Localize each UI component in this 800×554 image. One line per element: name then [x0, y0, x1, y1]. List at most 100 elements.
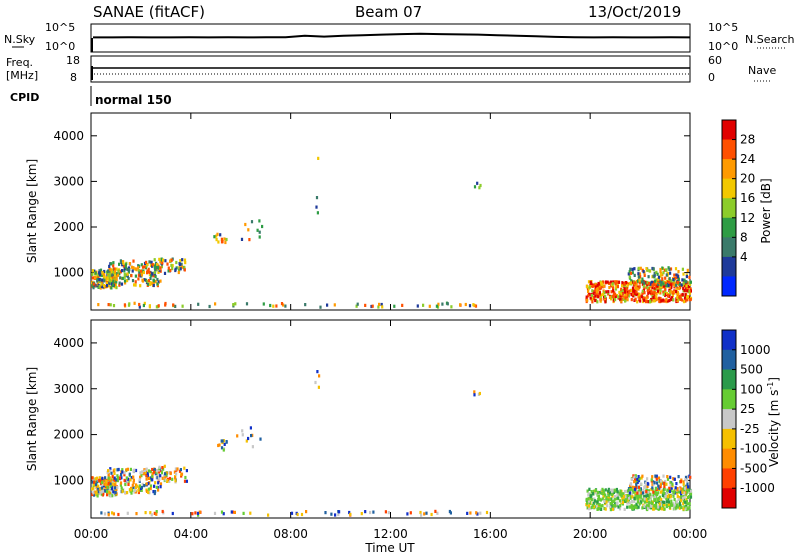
data-cell	[639, 294, 642, 298]
data-cell	[172, 303, 175, 307]
data-cell	[425, 511, 428, 515]
data-cell	[154, 481, 157, 485]
data-cell	[605, 500, 608, 504]
data-cell	[674, 486, 677, 490]
data-cell	[111, 474, 114, 478]
data-cell	[640, 491, 643, 495]
noise-left-label: N.Sky	[4, 33, 36, 46]
data-cell	[662, 271, 665, 275]
data-cell	[155, 512, 158, 516]
data-cell	[111, 494, 114, 498]
data-cell	[156, 263, 159, 267]
data-cell	[643, 281, 646, 285]
data-cell	[436, 511, 439, 515]
data-cell	[315, 205, 318, 209]
colorbar-segment	[722, 237, 736, 258]
data-cell	[671, 484, 674, 488]
data-cell	[689, 475, 692, 479]
data-cell	[167, 269, 170, 273]
data-cell	[649, 285, 652, 289]
colorbar-tick-label: 16	[740, 191, 755, 205]
data-cell	[119, 481, 123, 485]
data-cell	[596, 293, 599, 297]
data-cell	[103, 269, 106, 274]
data-cell	[95, 490, 98, 494]
data-cell	[110, 286, 113, 290]
data-cell	[685, 486, 688, 490]
data-cell	[159, 269, 162, 273]
data-cell	[623, 284, 626, 288]
data-cell	[668, 267, 671, 271]
data-cell	[197, 302, 200, 306]
data-cell	[638, 488, 641, 492]
data-cell	[602, 280, 605, 284]
data-cell	[135, 512, 138, 516]
data-cell	[144, 471, 147, 476]
data-cell	[262, 302, 265, 306]
data-cell	[156, 277, 159, 282]
data-cell	[121, 489, 124, 494]
data-cell	[672, 298, 675, 302]
data-cell	[660, 280, 663, 285]
data-cell	[130, 491, 133, 495]
data-cell	[626, 505, 629, 509]
data-cell	[596, 504, 599, 509]
frequency-panel-frame	[90, 55, 691, 83]
data-cell	[681, 267, 684, 271]
data-cell	[621, 292, 624, 296]
data-cell	[641, 491, 644, 495]
data-cell	[174, 476, 177, 480]
data-cell	[668, 280, 671, 284]
data-cell	[249, 511, 252, 515]
data-cell	[689, 287, 692, 291]
noise-right-tick-top: 10^5	[708, 21, 738, 34]
data-cell	[103, 284, 106, 288]
data-cell	[665, 497, 668, 501]
data-cell	[597, 282, 600, 286]
data-cell	[147, 490, 150, 494]
data-cell	[120, 486, 123, 490]
data-cell	[602, 490, 605, 494]
data-cell	[647, 489, 650, 493]
data-cell	[660, 497, 663, 502]
data-cell	[670, 502, 673, 506]
data-cell	[154, 280, 157, 284]
data-cell	[615, 280, 618, 284]
data-cell	[619, 504, 622, 508]
data-cell	[151, 472, 154, 476]
data-cell	[611, 282, 614, 286]
data-cell	[670, 290, 673, 294]
data-cell	[636, 300, 639, 304]
data-cell	[637, 266, 640, 270]
data-cell	[236, 434, 239, 438]
data-cell	[99, 487, 102, 491]
data-cell	[642, 488, 645, 492]
data-cell	[603, 298, 607, 302]
data-cell	[131, 269, 134, 273]
data-cell	[642, 284, 645, 288]
data-cell	[650, 289, 653, 293]
data-cell	[149, 476, 152, 480]
data-cell	[241, 433, 244, 437]
data-cell	[315, 196, 319, 200]
data-cell	[612, 298, 615, 302]
data-cell	[613, 488, 616, 492]
data-cell	[174, 304, 177, 308]
data-cell	[621, 281, 624, 285]
data-cell	[675, 290, 678, 294]
data-cell	[161, 509, 164, 514]
data-cell	[113, 493, 116, 497]
data-cell	[133, 468, 136, 472]
beam-title: Beam 07	[355, 3, 422, 21]
data-cell	[601, 487, 604, 491]
data-cell	[137, 273, 140, 277]
data-cell	[128, 262, 131, 266]
data-cell	[104, 489, 107, 493]
data-cell	[248, 238, 251, 242]
colorbar-tick-label: -100	[740, 442, 767, 456]
data-cell	[607, 487, 610, 491]
data-cell	[602, 289, 605, 293]
data-cell	[678, 282, 681, 286]
data-cell	[647, 504, 650, 508]
data-cell	[148, 305, 151, 309]
